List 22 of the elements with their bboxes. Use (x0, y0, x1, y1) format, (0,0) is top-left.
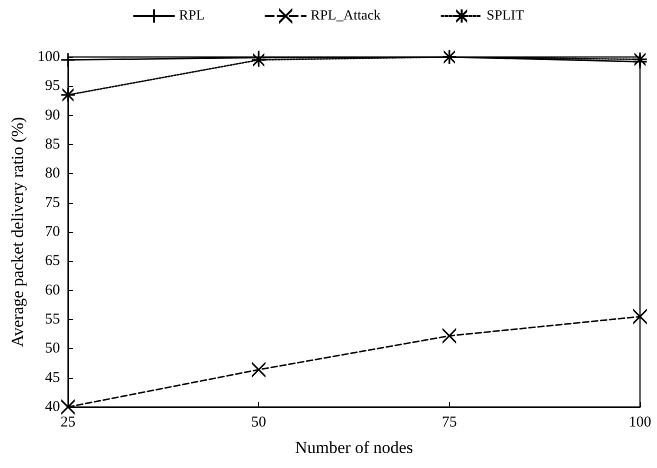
y-tick-label: 80 (45, 166, 60, 182)
y-tick-label: 70 (45, 224, 60, 240)
y-tick-label: 45 (45, 370, 60, 386)
y-tick-label: 40 (45, 399, 60, 415)
y-tick-label: 95 (45, 78, 60, 94)
y-axis-title: Average packet delivery ratio (%) (8, 116, 27, 348)
y-tick-label: 90 (45, 107, 60, 124)
y-tick-label: 75 (45, 194, 60, 211)
y-tick-label: 65 (45, 253, 60, 270)
y-tick-label: 55 (45, 312, 60, 328)
y-tick-label: 100 (38, 49, 60, 65)
x-tick-label: 100 (628, 414, 652, 430)
y-tick-label: 60 (45, 282, 60, 298)
x-tick-label: 75 (442, 414, 457, 430)
y-tick-label: 50 (45, 340, 60, 357)
x-tick-label: 25 (60, 414, 76, 430)
x-tick-label: 50 (251, 414, 266, 430)
legend-label: RPL (178, 8, 205, 24)
legend-label: RPL_Attack (310, 8, 381, 24)
y-tick-label: 85 (45, 136, 60, 152)
x-axis-title: Number of nodes (294, 438, 414, 457)
legend-label: SPLIT (486, 8, 524, 24)
